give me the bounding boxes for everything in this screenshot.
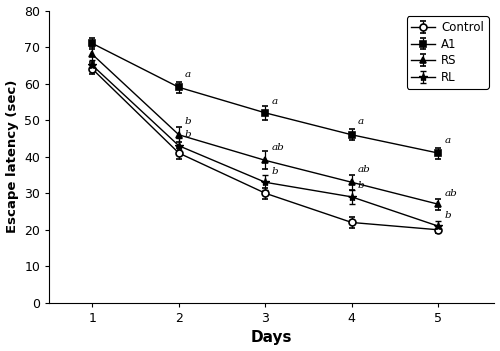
Y-axis label: Escape latency (sec): Escape latency (sec) xyxy=(6,80,18,233)
Text: b: b xyxy=(444,211,451,220)
Text: ab: ab xyxy=(358,165,370,174)
Text: b: b xyxy=(358,181,364,191)
Text: a: a xyxy=(185,70,191,79)
Text: ab: ab xyxy=(444,189,457,198)
X-axis label: Days: Days xyxy=(251,330,292,345)
Text: ab: ab xyxy=(272,143,284,152)
Legend: Control, A1, RS, RL: Control, A1, RS, RL xyxy=(406,16,488,88)
Text: a: a xyxy=(272,97,278,106)
Text: b: b xyxy=(185,130,192,139)
Text: b: b xyxy=(272,167,278,176)
Text: a: a xyxy=(444,136,450,145)
Text: a: a xyxy=(358,118,364,126)
Text: b: b xyxy=(185,118,192,126)
